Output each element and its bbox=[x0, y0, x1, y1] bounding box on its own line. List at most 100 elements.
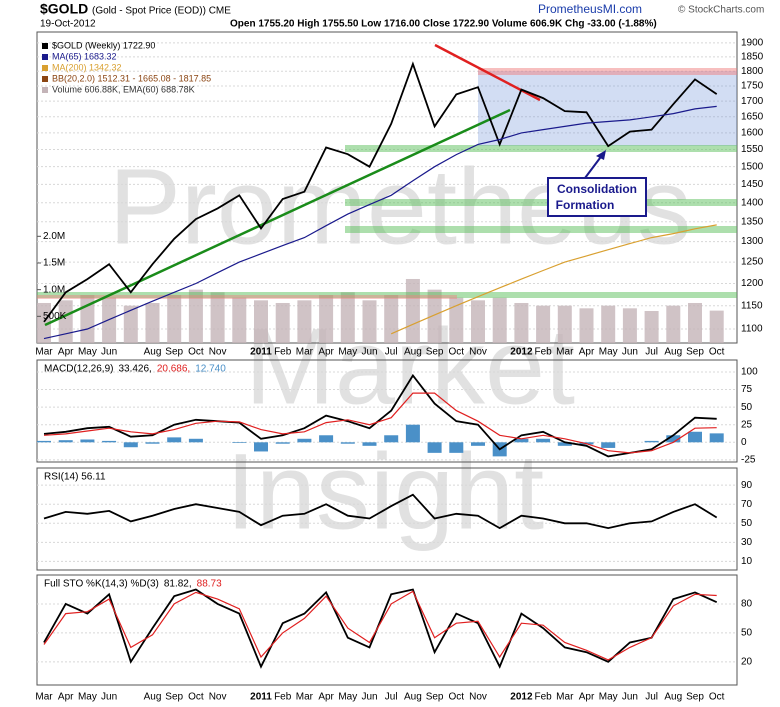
description: (Gold - Spot Price (EOD)) CME bbox=[92, 6, 231, 17]
y-tick-label: 50 bbox=[741, 628, 753, 639]
macd-panel bbox=[36, 359, 738, 463]
legend-label: 88.73 bbox=[197, 579, 222, 590]
x-tick-label: Apr bbox=[318, 692, 334, 703]
resistance-band bbox=[37, 295, 457, 299]
support-band bbox=[345, 199, 737, 206]
x-tick-label: Apr bbox=[579, 347, 595, 358]
bar bbox=[666, 435, 681, 443]
x-tick-label: Oct bbox=[449, 692, 465, 703]
bar bbox=[232, 442, 247, 444]
x-tick-label: May bbox=[338, 347, 357, 358]
x-tick-label: 2012 bbox=[510, 692, 533, 703]
line bbox=[43, 392, 717, 454]
legend-swatch bbox=[42, 54, 48, 60]
bar bbox=[275, 442, 290, 444]
bar bbox=[514, 438, 529, 443]
x-tick-label: May bbox=[599, 347, 618, 358]
bar bbox=[384, 294, 399, 343]
x-tick-label: Mar bbox=[35, 347, 53, 358]
bar bbox=[188, 289, 203, 343]
bar bbox=[319, 294, 334, 343]
x-tick-label: Jun bbox=[361, 347, 377, 358]
y-tick-label: 1100 bbox=[741, 324, 763, 335]
resistance-band bbox=[478, 68, 737, 75]
bar bbox=[384, 435, 399, 443]
bar bbox=[167, 437, 182, 443]
zones bbox=[37, 43, 737, 327]
y-tick-label: 1400 bbox=[741, 197, 764, 208]
y-tick-label: 1200 bbox=[741, 278, 764, 289]
x-tick-label: Jul bbox=[645, 347, 658, 358]
y2-tick-label: 500K bbox=[43, 311, 67, 322]
y-tick-label: 1700 bbox=[741, 96, 764, 107]
x-tick-label: Jun bbox=[361, 692, 377, 703]
bar bbox=[58, 300, 73, 343]
bar bbox=[319, 435, 334, 443]
x-tick-label: May bbox=[599, 692, 618, 703]
y-tick-label: 10 bbox=[741, 556, 753, 567]
bar bbox=[471, 300, 485, 343]
x-tick-label: Mar bbox=[296, 347, 314, 358]
x-tick-label: Feb bbox=[274, 347, 292, 358]
bar bbox=[340, 292, 355, 343]
line bbox=[43, 493, 718, 530]
annotation: Consolidation bbox=[557, 182, 637, 196]
line bbox=[390, 224, 717, 335]
quote: Open 1755.20 High 1755.50 Low 1716.00 Cl… bbox=[230, 19, 657, 30]
x-tick-label: Apr bbox=[58, 347, 74, 358]
bar bbox=[232, 297, 247, 343]
legend-swatch bbox=[42, 76, 48, 82]
bar bbox=[449, 297, 464, 343]
annotation: Formation bbox=[556, 198, 615, 212]
bar bbox=[145, 302, 160, 343]
panel-title: RSI(14) 56.11 bbox=[44, 472, 106, 483]
x-tick-label: May bbox=[78, 692, 97, 703]
support-band bbox=[345, 145, 737, 152]
x-tick-label: Jul bbox=[385, 347, 398, 358]
x-tick-label: Aug bbox=[664, 347, 682, 358]
legend-label: 20.686, bbox=[157, 364, 190, 375]
x-tick-label: Nov bbox=[209, 692, 227, 703]
site: PrometheusMI.com bbox=[538, 2, 642, 16]
legend-swatch bbox=[42, 87, 48, 93]
annotation-arrowhead bbox=[596, 150, 606, 160]
x-tick-label: Mar bbox=[296, 692, 314, 703]
y-tick-label: 70 bbox=[741, 499, 753, 510]
x-tick-label: Oct bbox=[188, 692, 204, 703]
y-tick-label: 1650 bbox=[741, 111, 764, 122]
support-band bbox=[345, 226, 737, 233]
y-tick-label: 1450 bbox=[741, 179, 764, 190]
legend-label: MA(200) 1342.32 bbox=[52, 62, 122, 72]
y-tick-label: 50 bbox=[741, 518, 753, 529]
bar bbox=[102, 297, 117, 343]
bar bbox=[709, 433, 724, 443]
line bbox=[43, 590, 717, 661]
panel-title: MACD(12,26,9) bbox=[44, 364, 113, 375]
x-tick-label: Feb bbox=[534, 347, 552, 358]
x-tick-label: Jul bbox=[385, 692, 398, 703]
bar bbox=[102, 440, 117, 443]
y-tick-label: 1800 bbox=[741, 66, 764, 77]
bar bbox=[254, 442, 268, 452]
bar bbox=[644, 440, 659, 443]
x-tick-label: Aug bbox=[404, 347, 422, 358]
x-tick-label: Oct bbox=[449, 347, 465, 358]
bar bbox=[427, 442, 442, 453]
x-tick-label: Sep bbox=[426, 347, 444, 358]
bar bbox=[709, 310, 724, 343]
trendline bbox=[44, 108, 511, 327]
x-tick-label: Feb bbox=[274, 692, 292, 703]
x-tick-label: Jun bbox=[101, 347, 117, 358]
x-tick-label: Mar bbox=[556, 692, 574, 703]
y2-tick-label: 1.5M bbox=[43, 258, 65, 269]
x-tick-label: 2011 bbox=[250, 347, 272, 358]
bar bbox=[297, 300, 312, 343]
x-tick-label: Jun bbox=[101, 692, 117, 703]
y-tick-label: 1600 bbox=[741, 128, 764, 139]
bar bbox=[449, 442, 464, 453]
credit: © StockCharts.com bbox=[678, 5, 764, 16]
bar bbox=[123, 305, 138, 343]
x-tick-label: Sep bbox=[686, 692, 704, 703]
y-tick-label: 75 bbox=[741, 384, 753, 395]
